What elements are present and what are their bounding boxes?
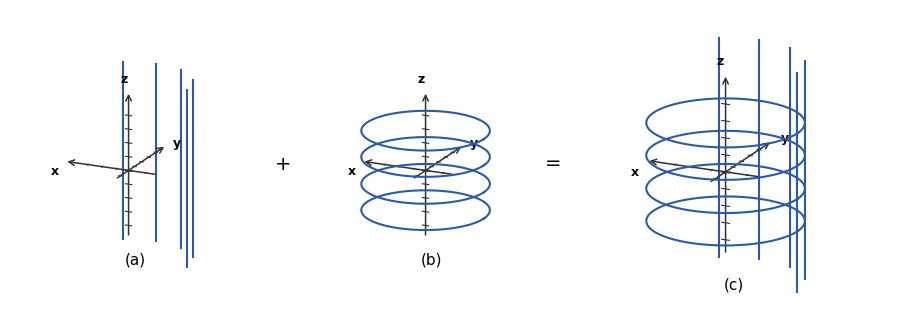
Text: z: z — [418, 73, 425, 86]
Text: z: z — [121, 73, 128, 86]
Text: x: x — [347, 165, 356, 178]
Text: (c): (c) — [724, 277, 743, 292]
Text: z: z — [716, 55, 724, 68]
Text: y: y — [780, 132, 788, 145]
Text: (b): (b) — [421, 253, 443, 268]
Text: x: x — [631, 166, 639, 179]
Text: y: y — [173, 137, 181, 150]
Text: x: x — [50, 165, 58, 178]
Text: y: y — [470, 137, 478, 150]
Text: (a): (a) — [124, 253, 146, 268]
Text: +: + — [275, 154, 292, 174]
Text: =: = — [545, 154, 562, 174]
